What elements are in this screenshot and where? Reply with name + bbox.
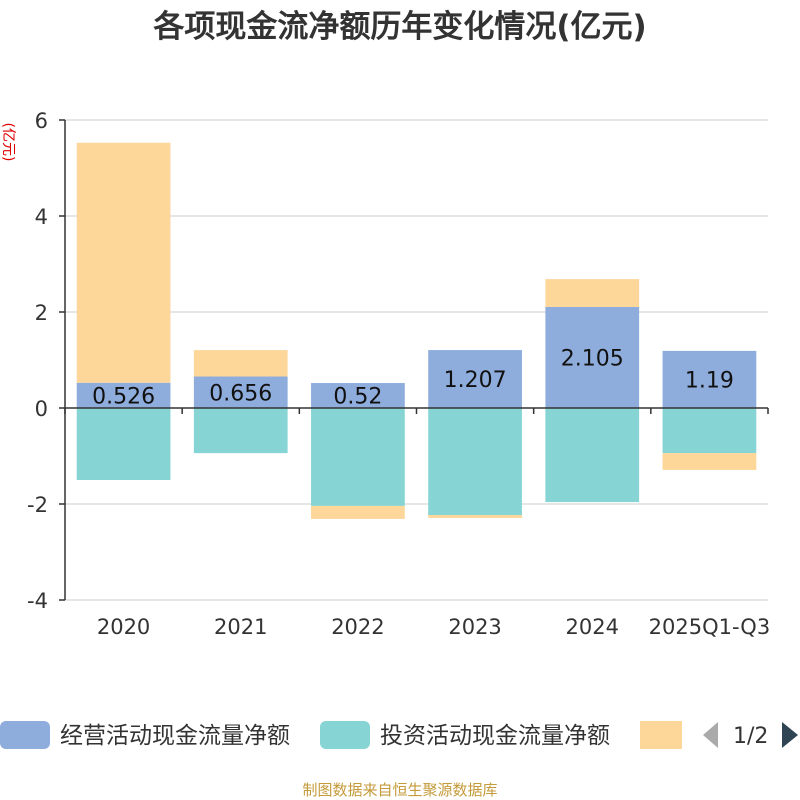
bar-series-2-2025Q1-Q3 [662,453,757,470]
x-tick-label: 2022 [331,615,384,639]
triangle-right-icon[interactable] [782,722,798,748]
bar-series-0-2020 [76,382,171,408]
legend: 经营活动现金流量净额 投资活动现金流量净额 1/2 [0,721,798,749]
data-label: 0.526 [92,384,155,409]
legend-label-operating: 经营活动现金流量净额 [60,723,290,749]
bar-series-2-2022 [311,505,405,519]
data-label: 0.52 [333,385,382,410]
x-tick-label: 2024 [566,615,619,639]
source-footnote: 制图数据来自恒生聚源数据库 [302,781,497,799]
bar-series-2-2021 [193,350,288,377]
bar-series-1-2020 [76,408,171,480]
bar-series-2-2023 [428,515,522,518]
y-axis: 6 4 2 0 -2 -4 [27,109,66,613]
legend-item-operating[interactable]: 经营活动现金流量净额 [0,721,290,749]
x-tick-label: 2023 [448,615,501,639]
bar-series-0-2024 [545,306,640,408]
data-label: 1.207 [444,368,507,393]
legend-label-investing: 投资活动现金流量净额 [380,723,610,749]
y-tick-label: -4 [27,589,48,613]
y-tick-label: 6 [35,109,48,133]
y-tick-label: -2 [27,493,48,517]
bars [76,142,757,519]
bar-series-1-2025Q1-Q3 [662,408,757,454]
legend-page-indicator: 1/2 [733,724,768,749]
bar-series-1-2022 [311,408,405,506]
bar-series-1-2024 [545,408,640,503]
x-tick-label: 2021 [214,615,267,639]
x-tick-label: 2025Q1-Q3 [649,615,771,639]
legend-item-third-series[interactable] [640,721,682,749]
bar-series-0-2025Q1-Q3 [662,350,757,408]
legend-swatch-third-series [640,721,682,749]
legend-swatch-investing [320,721,370,749]
data-label: 2.105 [561,346,624,371]
bar-series-1-2021 [193,408,288,454]
legend-item-investing[interactable]: 投资活动现金流量净额 [320,721,610,749]
data-label: 1.19 [685,368,734,393]
triangle-left-icon[interactable] [703,722,718,748]
bar-series-2-2020 [76,142,171,383]
y-tick-label: 2 [35,301,48,325]
y-axis-unit-label: (亿元) [0,123,16,162]
y-tick-label: 0 [35,397,48,421]
bar-series-1-2023 [428,408,522,516]
bar-series-2-2024 [545,279,640,307]
y-tick-label: 4 [35,205,48,229]
bar-series-0-2023 [428,350,522,408]
data-labels: 0.526 0.656 0.52 1.207 2.105 1.19 [92,346,734,409]
data-label: 0.656 [209,381,272,406]
gridlines [65,119,768,601]
legend-swatch-operating [0,721,50,749]
bar-series-0-2021 [193,376,288,408]
x-axis: 2020 2021 2022 2023 2024 2025Q1-Q3 [64,407,771,639]
chart-title: 各项现金流净额历年变化情况(亿元) [152,9,646,45]
bar-series-0-2022 [311,383,405,408]
x-tick-label: 2020 [97,615,150,639]
